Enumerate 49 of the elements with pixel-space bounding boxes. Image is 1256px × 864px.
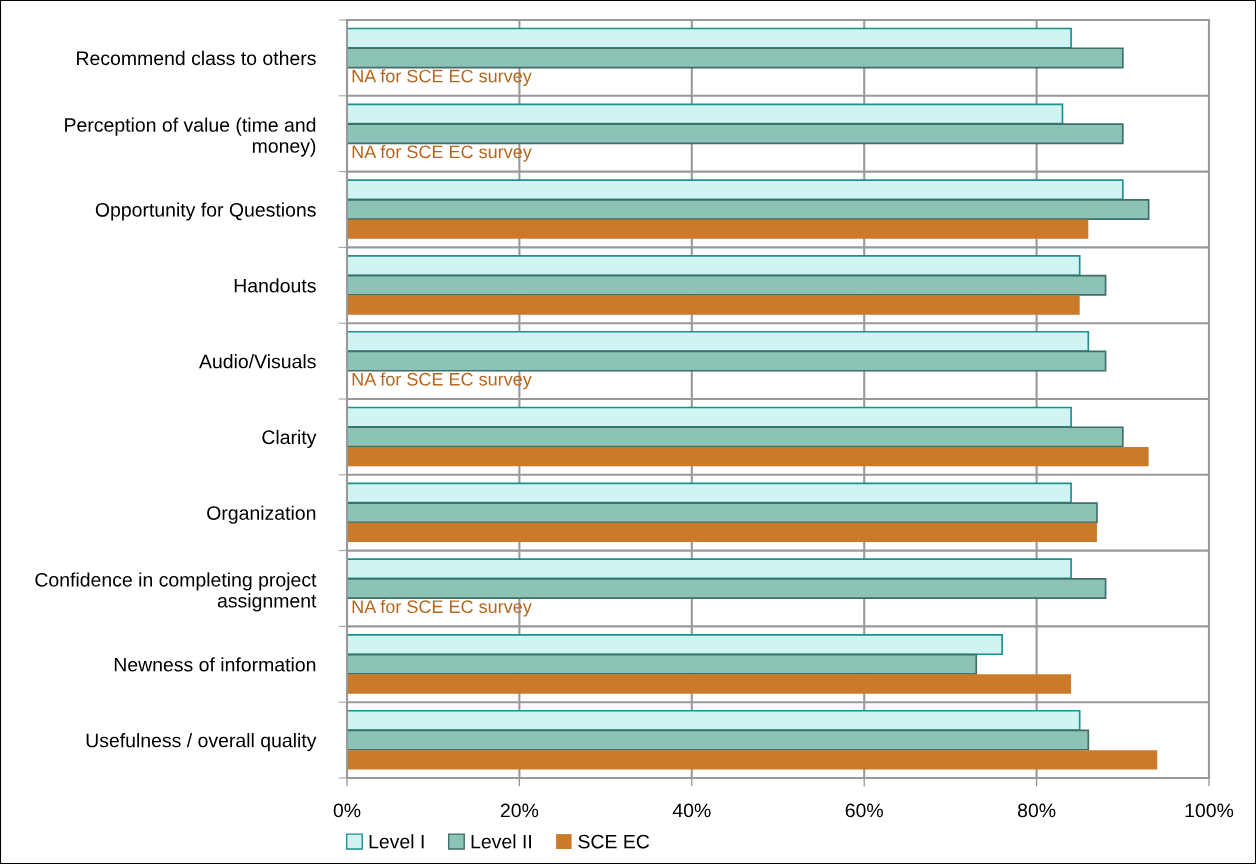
y-tick-label: Usefulness / overall quality — [86, 733, 317, 752]
legend-label: SCE EC — [578, 834, 650, 849]
bar — [347, 295, 1080, 315]
bar — [347, 179, 1124, 201]
y-tick-label: Recommend class to others — [77, 50, 316, 66]
bar — [347, 103, 1064, 125]
bar — [347, 750, 1158, 770]
bar — [347, 274, 1107, 296]
bar — [347, 199, 1150, 220]
bar — [347, 330, 1090, 352]
y-tick-label: Handouts — [234, 278, 316, 293]
bar — [347, 634, 1003, 656]
bar — [347, 709, 1081, 731]
x-tick-label: 80% — [1017, 803, 1056, 818]
x-tick-label: 20% — [500, 803, 539, 818]
y-tick-label: Confidence in completing project assignment — [35, 572, 317, 612]
bar — [347, 426, 1124, 448]
x-tick-label: 40% — [672, 803, 711, 818]
x-tick-label: 0% — [333, 803, 361, 818]
bar — [347, 47, 1124, 69]
bar — [347, 674, 1072, 694]
bar — [347, 653, 978, 675]
y-tick-label: Newness of information — [114, 657, 316, 672]
bar — [347, 27, 1072, 49]
bar — [347, 482, 1072, 504]
annotation: NA for SCE EC survey — [352, 69, 532, 87]
bar — [347, 406, 1072, 428]
x-tick-label: 100% — [1185, 803, 1234, 818]
legend-label: Level I — [369, 834, 424, 849]
bar — [347, 558, 1072, 580]
bar — [347, 522, 1097, 543]
annotation: NA for SCE EC survey — [352, 599, 532, 617]
x-tick-label: 60% — [845, 803, 883, 818]
y-tick-label: Clarity — [262, 429, 317, 448]
bar — [347, 350, 1107, 372]
bar — [347, 578, 1107, 599]
annotation: NA for SCE EC survey — [352, 372, 532, 390]
bar — [347, 446, 1149, 467]
bar — [347, 729, 1090, 751]
bar — [347, 502, 1098, 524]
y-tick-label: Organization — [207, 505, 316, 524]
legend-label: Level II — [471, 834, 531, 849]
y-tick-label: Audio/Visuals — [199, 354, 316, 369]
bar — [347, 255, 1081, 277]
y-tick-label: Opportunity for Questions — [95, 202, 316, 221]
bar — [347, 219, 1089, 239]
bar — [347, 123, 1124, 145]
y-tick-label: Perception of value (time and money) — [65, 117, 316, 157]
annotation: NA for SCE EC survey — [352, 145, 532, 162]
